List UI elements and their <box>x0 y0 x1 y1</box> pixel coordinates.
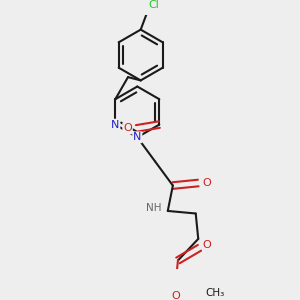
Text: N: N <box>133 132 142 142</box>
Text: O: O <box>203 240 212 250</box>
Text: NH: NH <box>146 203 162 213</box>
Text: O: O <box>203 178 212 188</box>
Text: N: N <box>111 120 119 130</box>
Text: CH₃: CH₃ <box>205 289 224 298</box>
Text: O: O <box>171 291 180 300</box>
Text: O: O <box>123 123 132 134</box>
Text: Cl: Cl <box>148 1 159 10</box>
